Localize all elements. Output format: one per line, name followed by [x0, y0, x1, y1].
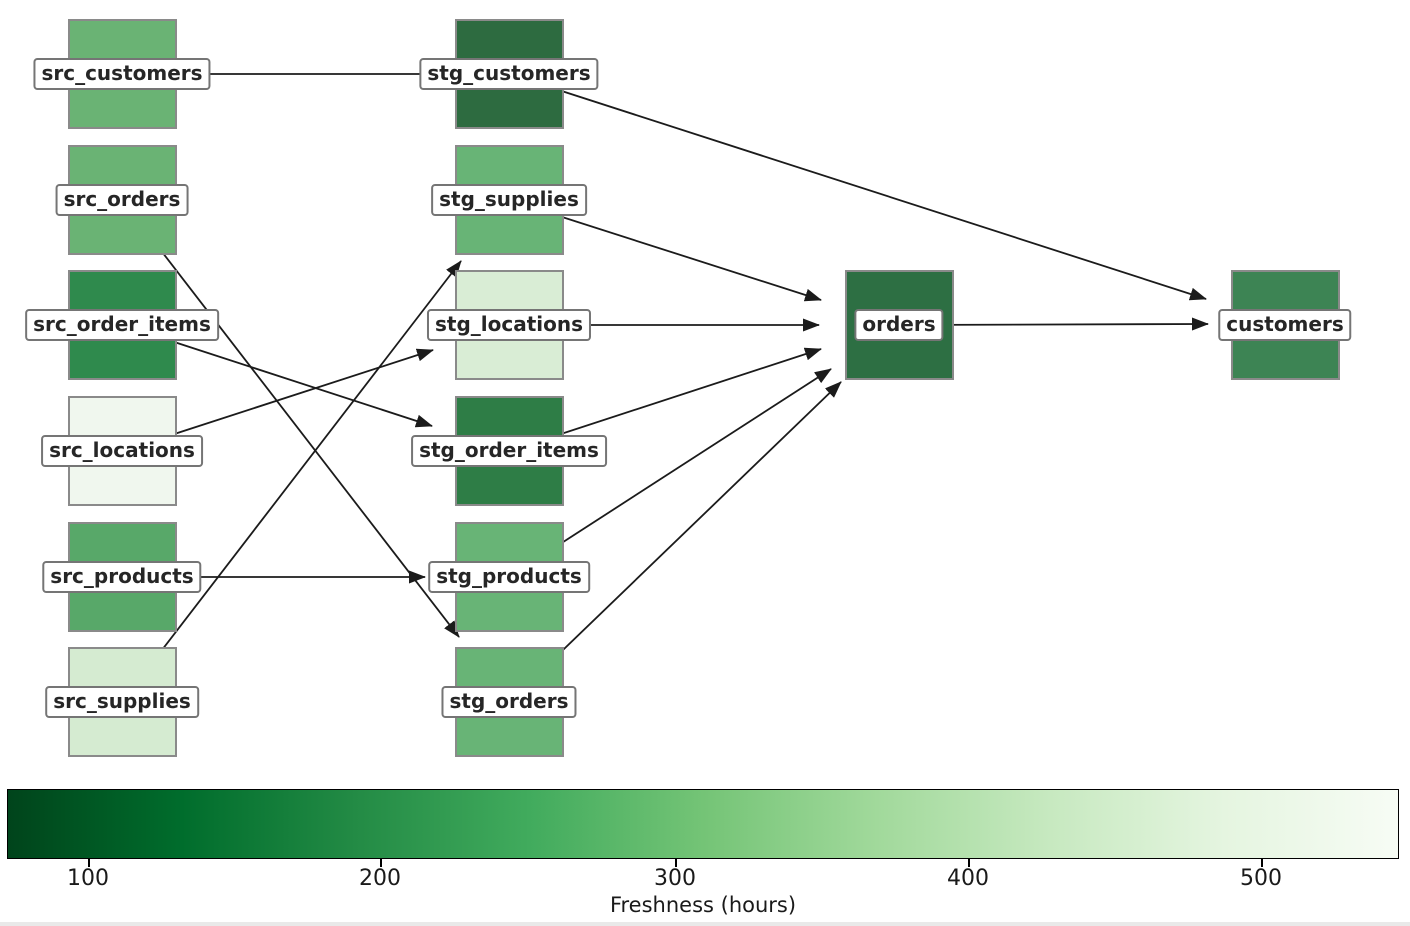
colorbar-tick-mark-100	[88, 859, 90, 867]
node-label-customers: customers	[1218, 309, 1352, 341]
node-label-src_supplies: src_supplies	[45, 686, 199, 718]
node-label-src_products: src_products	[42, 561, 202, 593]
colorbar-tick-label-500: 500	[1240, 866, 1282, 891]
colorbar-tick-mark-500	[1261, 859, 1263, 867]
colorbar-gradient	[7, 789, 1399, 859]
node-label-stg_supplies: stg_supplies	[431, 184, 587, 216]
node-label-stg_orders: stg_orders	[441, 686, 577, 718]
colorbar-tick-label-200: 200	[359, 866, 401, 891]
node-label-src_customers: src_customers	[33, 58, 211, 90]
colorbar-tick-label-300: 300	[654, 866, 696, 891]
edge-src_supplies-to-stg_supplies	[121, 260, 462, 703]
node-label-stg_customers: stg_customers	[419, 58, 599, 90]
colorbar-axis-label: Freshness (hours)	[609, 893, 797, 917]
node-label-stg_order_items: stg_order_items	[411, 435, 607, 467]
node-label-src_orders: src_orders	[55, 184, 189, 216]
node-label-stg_products: stg_products	[428, 561, 590, 593]
node-label-stg_locations: stg_locations	[426, 309, 592, 341]
colorbar-tick-mark-400	[968, 859, 970, 867]
node-label-src_locations: src_locations	[41, 435, 203, 467]
colorbar-tick-mark-200	[380, 859, 382, 867]
edge-src_orders-to-stg_orders	[121, 199, 460, 638]
colorbar-tick-label-400: 400	[947, 866, 989, 891]
colorbar: 100 200 300 400 500 Freshness (hours)	[7, 789, 1399, 917]
edge-stg_customers-to-customers	[508, 73, 1207, 301]
colorbar-tick-mark-300	[675, 859, 677, 867]
edge-stg_orders-to-orders	[508, 381, 842, 703]
figure-bottom-edge	[0, 922, 1410, 926]
colorbar-tick-label-100: 100	[67, 866, 109, 891]
node-label-orders: orders	[854, 309, 944, 341]
node-label-src_order_items: src_order_items	[25, 309, 219, 341]
